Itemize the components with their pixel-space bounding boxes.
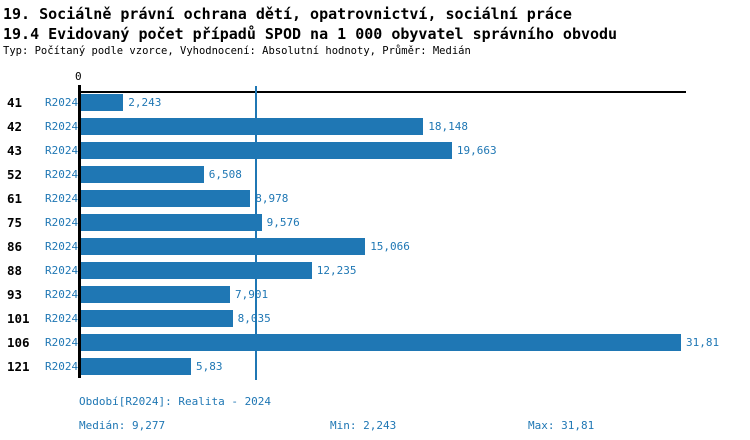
- row-series-label: R2024: [45, 216, 79, 229]
- row-category-label: 121: [7, 359, 30, 374]
- row-category-label: 41: [7, 95, 23, 110]
- chart-row: 75 R2024 9,576: [0, 211, 750, 235]
- bar[interactable]: [81, 214, 262, 231]
- row-series-label: R2024: [45, 144, 79, 157]
- row-series-label: R2024: [45, 168, 79, 181]
- bar-value-label: 6,508: [208, 168, 242, 181]
- bar[interactable]: [81, 334, 681, 351]
- bar-value-label: 8,978: [255, 192, 289, 205]
- bar[interactable]: [81, 166, 204, 183]
- bar-value-label: 5,83: [196, 360, 223, 373]
- row-series-label: R2024: [45, 312, 79, 325]
- row-series-label: R2024: [45, 336, 79, 349]
- chart-row: 88 R2024 12,235: [0, 259, 750, 283]
- chart-row: 101 R2024 8,035: [0, 307, 750, 331]
- bar[interactable]: [81, 118, 424, 135]
- bar[interactable]: [81, 358, 191, 375]
- period-label: Období[R2024]: Realita - 2024: [79, 395, 272, 408]
- row-category-label: 86: [7, 239, 23, 254]
- row-series-label: R2024: [45, 96, 79, 109]
- chart-row: 42 R2024 18,148: [0, 115, 750, 139]
- chart-row: 121 R2024 5,83: [0, 355, 750, 379]
- row-series-label: R2024: [45, 120, 79, 133]
- bar-value-label: 9,576: [266, 216, 300, 229]
- bar[interactable]: [81, 142, 452, 159]
- bar-value-label: 15,066: [370, 240, 410, 253]
- chart-row: 52 R2024 6,508: [0, 163, 750, 187]
- row-category-label: 42: [7, 119, 23, 134]
- bar-value-label: 31,81: [686, 336, 720, 349]
- row-series-label: R2024: [45, 288, 79, 301]
- bar[interactable]: [81, 262, 312, 279]
- median-reference-line: [255, 86, 257, 380]
- row-category-label: 61: [7, 191, 23, 206]
- chart-row: 41 R2024 2,243: [0, 91, 750, 115]
- row-series-label: R2024: [45, 192, 79, 205]
- bar-value-label: 7,901: [235, 288, 269, 301]
- row-category-label: 106: [7, 335, 30, 350]
- row-category-label: 88: [7, 263, 23, 278]
- chart-row: 43 R2024 19,663: [0, 139, 750, 163]
- chart-row: 93 R2024 7,901: [0, 283, 750, 307]
- chart-row: 61 R2024 8,978: [0, 187, 750, 211]
- bar[interactable]: [81, 310, 233, 327]
- bar-value-label: 8,035: [237, 312, 271, 325]
- min-stat-label: Min: 2,243: [330, 419, 397, 432]
- median-stat-label: Medián: 9,277: [79, 419, 166, 432]
- chart-row: 86 R2024 15,066: [0, 235, 750, 259]
- bar[interactable]: [81, 190, 251, 207]
- bar-value-label: 19,663: [456, 144, 497, 157]
- bar-value-label: 2,243: [128, 96, 162, 109]
- bar[interactable]: [81, 238, 366, 255]
- row-category-label: 101: [7, 311, 30, 326]
- chart-row: 106 R2024 31,81: [0, 331, 750, 355]
- row-category-label: 75: [7, 215, 23, 230]
- y-axis-line: [78, 85, 81, 378]
- max-stat-label: Max: 31,81: [528, 419, 595, 432]
- page-title: 19. Sociálně právní ochrana dětí, opatro…: [3, 5, 572, 23]
- indicator-subtitle: Typ: Počítaný podle vzorce, Vyhodnocení:…: [3, 45, 471, 57]
- row-category-label: 43: [7, 143, 23, 158]
- x-axis-line: [79, 91, 686, 93]
- row-series-label: R2024: [45, 360, 79, 373]
- row-series-label: R2024: [45, 240, 79, 253]
- row-category-label: 52: [7, 167, 23, 182]
- x-axis-zero-label: 0: [75, 70, 82, 83]
- bar-value-label: 12,235: [316, 264, 357, 277]
- bar-value-label: 18,148: [428, 120, 469, 133]
- bar[interactable]: [81, 94, 124, 111]
- bar[interactable]: [81, 286, 230, 303]
- indicator-title: 19.4 Evidovaný počet případů SPOD na 1 0…: [3, 25, 618, 43]
- row-series-label: R2024: [45, 264, 79, 277]
- row-category-label: 93: [7, 287, 23, 302]
